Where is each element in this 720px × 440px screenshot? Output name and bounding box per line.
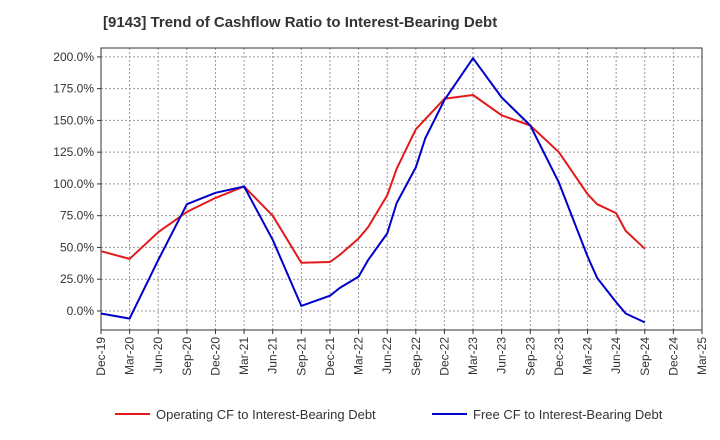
grid-lines — [100, 48, 703, 330]
x-tick-label: Dec-21 — [323, 337, 337, 376]
x-tick-label: Mar-21 — [237, 337, 251, 375]
x-tick-label: Sep-24 — [638, 337, 652, 376]
x-tick-label: Mar-25 — [695, 337, 709, 375]
series-line-1 — [100, 94, 646, 264]
x-tick-label: Mar-22 — [352, 337, 366, 375]
y-tick-label: 200.0% — [53, 50, 94, 64]
x-tick-label: Jun-20 — [151, 337, 165, 374]
x-tick-label: Dec-20 — [208, 337, 222, 376]
legend: Operating CF to Interest-Bearing Debt Fre… — [115, 407, 663, 422]
series-lines — [100, 57, 646, 324]
y-tick-label: 25.0% — [60, 272, 94, 286]
x-tick-label: Jun-23 — [495, 337, 509, 374]
y-axis-ticks: 0.0% 25.0% 50.0% 75.0% 100.0% 125.0% 150.0% 175… — [53, 50, 101, 318]
x-tick-label: Jun-21 — [266, 337, 280, 374]
legend-label-2: Free CF to Interest-Bearing Debt — [473, 407, 663, 422]
plot-area-frame — [100, 47, 703, 331]
x-tick-label: Dec-23 — [552, 337, 566, 376]
y-tick-label: 50.0% — [60, 240, 94, 254]
legend-label-1: Operating CF to Interest-Bearing Debt — [156, 407, 376, 422]
y-tick-label: 100.0% — [53, 177, 94, 191]
chart-title: [9143] Trend of Cashflow Ratio to Intere… — [103, 14, 498, 31]
x-axis-ticks: Dec-19 Mar-20 Jun-20 Sep-20 Dec-20 Mar-21 Jun-… — [94, 330, 709, 376]
x-tick-label: Dec-24 — [666, 337, 680, 376]
y-tick-label: 125.0% — [53, 145, 94, 159]
x-tick-label: Dec-22 — [437, 337, 451, 376]
x-tick-label: Sep-20 — [180, 337, 194, 376]
x-tick-label: Sep-23 — [523, 337, 537, 376]
y-tick-label: 175.0% — [53, 82, 94, 96]
y-tick-label: 0.0% — [67, 304, 95, 318]
y-tick-label: 150.0% — [53, 113, 94, 127]
x-tick-label: Mar-23 — [466, 337, 480, 375]
x-tick-label: Dec-19 — [94, 337, 108, 376]
y-tick-label: 75.0% — [60, 209, 94, 223]
x-tick-label: Sep-21 — [294, 337, 308, 376]
x-tick-label: Jun-24 — [609, 337, 623, 374]
x-tick-label: Sep-22 — [409, 337, 423, 376]
series-line-2 — [100, 57, 646, 324]
x-tick-label: Mar-24 — [581, 337, 595, 375]
x-tick-label: Mar-20 — [123, 337, 137, 375]
x-tick-label: Jun-22 — [380, 337, 394, 374]
